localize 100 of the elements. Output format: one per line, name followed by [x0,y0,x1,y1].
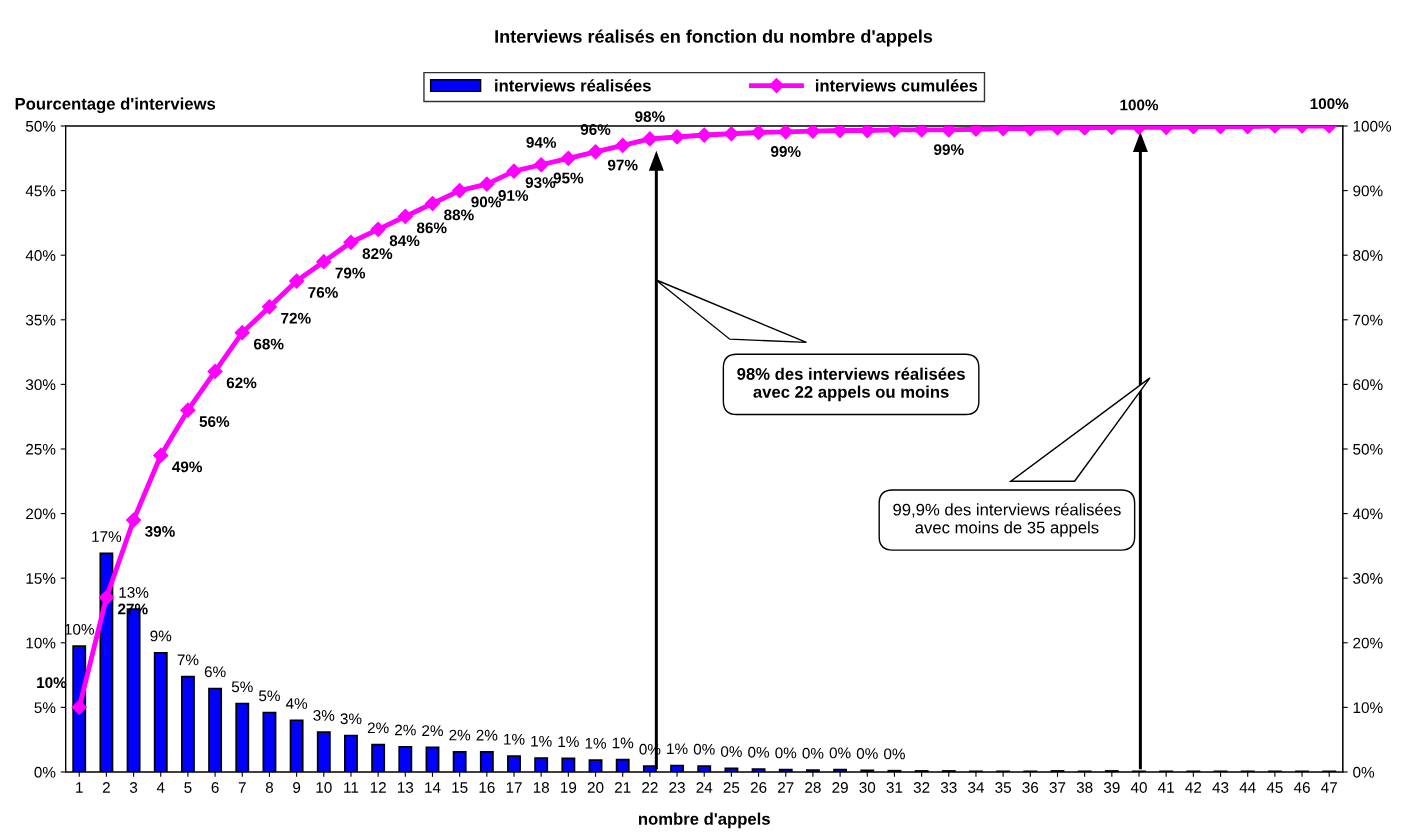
data-label: 86% [416,222,447,234]
data-label: 99% [934,144,964,155]
y-tick-label: 45% [25,185,56,197]
data-label: 0% [829,747,851,759]
data-label: 5% [231,681,253,693]
y-tick-label: 40% [25,250,56,261]
x-tick-label: 46 [1293,782,1310,793]
x-tick-label: 38 [1076,782,1093,793]
data-label: 2% [422,725,443,736]
x-tick-label: 2 [102,782,110,793]
data-label: 1% [531,735,552,747]
y2-tick-label: 0% [1353,766,1375,778]
data-label: 99% [770,146,801,157]
x-tick-label: 30 [859,782,876,793]
x-tick-label: 28 [805,782,821,793]
data-label: 0% [748,746,770,758]
y2-tick-label: 100% [1353,120,1392,132]
x-tick-label: 35 [995,782,1011,793]
x-tick-label: 47 [1321,782,1337,793]
x-tick-label: 34 [968,782,985,793]
data-label: 2% [449,729,471,741]
x-tick-label: 19 [561,782,577,793]
y2-tick-label: 80% [1353,250,1383,261]
x-tick-label: 26 [750,782,767,793]
x-tick-label: 24 [696,782,713,793]
y-tick-label: 10% [26,637,56,649]
data-label: 0% [884,748,905,760]
data-label: 9% [150,630,172,642]
data-label: 76% [308,286,338,298]
x-tick-label: 5 [184,782,192,793]
x-tick-label: 14 [425,782,441,793]
x-tick-label: 4 [156,782,165,793]
data-label: 1% [667,743,688,755]
data-label: 5% [259,690,280,702]
x-tick-label: 41 [1158,782,1174,793]
y2-tick-label: 60% [1353,379,1383,391]
x-tick-label: 13 [397,782,414,793]
y-tick-label: 50% [25,120,56,132]
x-tick-label: 20 [587,782,604,793]
x-tick-label: 8 [265,782,274,793]
data-label: 100% [1310,98,1349,110]
data-label: 0% [720,746,742,757]
y-tick-label: 20% [26,508,56,520]
data-label: 3% [340,713,362,725]
x-tick-label: 43 [1212,782,1229,793]
x-tick-label: 15 [452,782,468,793]
y-tick-label: 0% [34,766,56,778]
x-tick-label: 17 [506,782,522,793]
y2-tick-label: 40% [1352,508,1383,520]
x-tick-label: 6 [211,782,219,793]
data-label: 72% [281,312,311,324]
x-tick-label: 36 [1022,782,1039,793]
data-label: 62% [226,377,257,389]
annotation: 98% des interviews réalisées avec 22 appels ou moins [737,367,965,402]
x-tick-label: 27 [778,782,794,793]
x-tick-label: 32 [913,782,930,793]
annotation: 99,9% des interviews réalisées avec moins de 35 appels [893,503,1121,537]
legend-label: interviews cumulées [815,79,978,92]
x-tick-label: 16 [479,782,495,793]
data-label: 39% [145,525,175,537]
x-tick-label: 31 [886,782,903,793]
x-tick-label: 44 [1239,782,1256,793]
y-axis-title: Pourcentage d'interviews [15,97,216,114]
data-label: 49% [172,461,203,473]
data-label: 79% [335,267,366,279]
data-label: 2% [367,722,389,734]
x-tick-label: 37 [1049,782,1066,793]
data-label: 0% [856,748,878,759]
x-tick-label: 10 [316,782,332,793]
x-tick-label: 29 [832,782,848,793]
data-label: 84% [389,235,420,247]
data-label: 1% [612,737,634,749]
y2-tick-label: 50% [1353,443,1383,455]
data-label: 1% [504,733,525,745]
data-label: 6% [204,666,226,678]
data-label: 10% [65,623,94,635]
y2-tick-label: 30% [1353,573,1383,584]
data-label: 7% [177,654,199,666]
x-tick-label: 33 [940,782,957,793]
y2-tick-label: 90% [1353,185,1383,197]
x-tick-label: 23 [669,782,685,793]
y2-tick-label: 70% [1353,314,1383,326]
y-tick-label: 35% [25,314,56,326]
x-tick-label: 21 [614,782,631,793]
x-tick-label: 12 [370,782,386,793]
legend-label: interviews réalisées [495,79,651,92]
x-tick-label: 45 [1266,782,1283,793]
x-tick-label: 9 [293,782,301,793]
data-label: 88% [444,209,474,221]
x-tick-label: 25 [723,782,740,793]
data-label: 1% [558,736,579,747]
y-tick-label: 25% [26,443,56,455]
data-label: 1% [585,737,607,749]
data-label: 98% [635,111,665,123]
data-label: 56% [199,416,230,427]
x-tick-label: 39 [1103,782,1120,793]
data-label: 97% [607,159,638,171]
data-label: 0% [775,747,797,759]
data-label: 17% [92,531,122,542]
data-label: 2% [476,729,498,741]
